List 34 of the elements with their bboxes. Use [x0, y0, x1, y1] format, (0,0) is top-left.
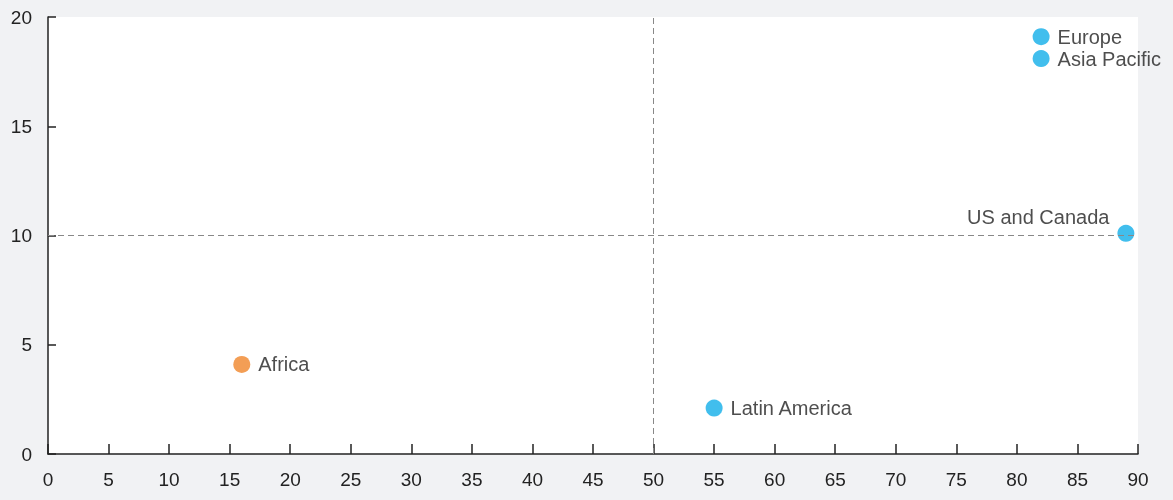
- x-tick-label: 40: [521, 469, 544, 490]
- x-tick-label: 50: [642, 469, 665, 490]
- x-tick-label: 70: [885, 469, 907, 490]
- y-tick-label: 0: [21, 443, 32, 465]
- x-tick-label: 30: [400, 469, 422, 490]
- x-tick-label: 10: [158, 469, 180, 490]
- y-tick-label: 20: [10, 6, 32, 28]
- x-tick-label: 25: [340, 469, 362, 490]
- series-label: US and Canada: [967, 206, 1111, 229]
- x-tick-label: 35: [461, 469, 483, 490]
- x-tick-label: 20: [279, 469, 301, 490]
- series-label: Africa: [258, 353, 311, 376]
- y-tick-label: 5: [21, 334, 32, 356]
- point: [1032, 50, 1050, 68]
- x-tick-label: 90: [1127, 469, 1149, 490]
- x-tick-label: 65: [824, 469, 846, 490]
- x-tick-label: 55: [703, 469, 725, 490]
- x-tick-label: 80: [1006, 469, 1028, 490]
- x-tick-label: 85: [1066, 469, 1089, 490]
- series-label: Europe: [1057, 25, 1123, 48]
- point: [1117, 224, 1135, 242]
- x-tick-label: 45: [582, 469, 604, 490]
- y-tick-label: 10: [10, 225, 32, 246]
- y-tick-label: 15: [10, 115, 32, 137]
- point: [233, 355, 251, 373]
- series-label: Latin America: [730, 397, 853, 420]
- point: [1032, 28, 1050, 46]
- x-tick-label: 60: [764, 469, 786, 490]
- x-tick-label: 5: [103, 469, 114, 490]
- x-tick-label: 75: [945, 469, 967, 490]
- series-label: Asia Pacific: [1057, 47, 1161, 70]
- x-tick-label: 0: [42, 469, 54, 490]
- x-tick-label: 15: [219, 469, 241, 490]
- point: [705, 399, 723, 417]
